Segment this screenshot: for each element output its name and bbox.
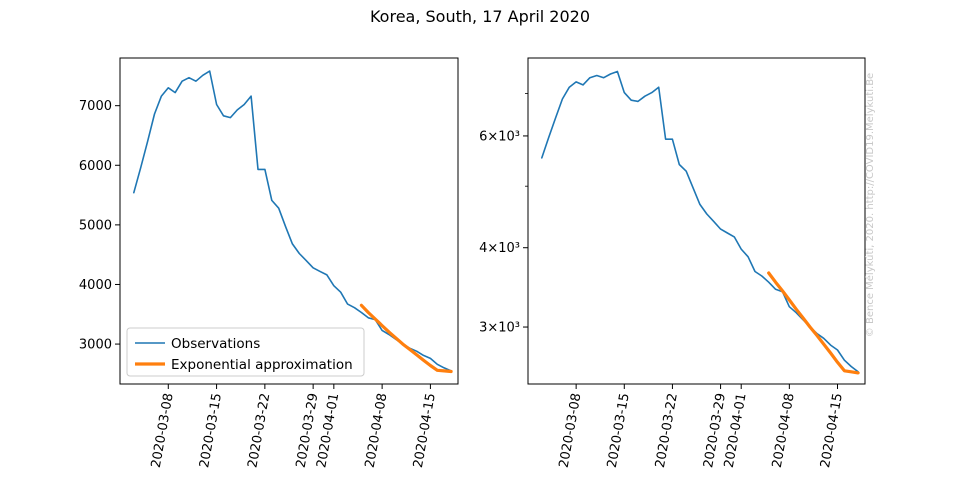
series-line-exponential-approximation [767,271,860,375]
y-tick-label: 6000 [79,159,112,174]
plot-frame [527,57,866,385]
y-tick-label: 4000 [79,278,112,293]
series-line-observations [133,70,452,372]
linear-chart: 3000 4000 5000 6000 7000 2020-03-08 2020-03-15… [79,57,459,469]
x-tick-label: 2020-03-15 [197,392,225,469]
watermark: © Bence Mélykúti, 2020. http://COVID19.M… [864,73,876,337]
x-tick-label: 2020-04-08 [770,392,798,469]
y-tick-label: 4×10³ [479,241,520,256]
legend: Observations Exponential approximation [126,327,365,377]
x-tick-label: 2020-04-15 [818,392,846,469]
y-tick-label: 3×10³ [479,321,520,336]
log-chart: 3×10³ 4×10³ 6×10³ 2020-03-08 2020-03-15 2020-… [479,57,866,469]
x-tick-label: 2020-03-08 [557,392,585,469]
x-tick-label: 2020-03-22 [245,392,273,469]
x-tick-label: 2020-03-15 [605,392,633,469]
x-tick-label: 2020-04-15 [411,392,439,469]
legend-entry: Observations [171,336,260,352]
plot-frame [119,57,459,385]
legend-entry: Exponential approximation [171,357,353,373]
y-tick-label: 5000 [79,218,112,233]
x-tick-label: 2020-03-22 [653,392,681,469]
y-tick-label: 7000 [79,99,112,114]
x-tick-label: 2020-03-08 [149,392,177,469]
series-line-exponential-approximation [359,303,453,374]
figure-title: Korea, South, 17 April 2020 [370,7,590,26]
y-tick-label: 6×10³ [479,129,520,144]
x-tick-label: 2020-04-08 [363,392,391,469]
legend-box [126,327,365,377]
y-tick-label: 3000 [79,338,112,353]
